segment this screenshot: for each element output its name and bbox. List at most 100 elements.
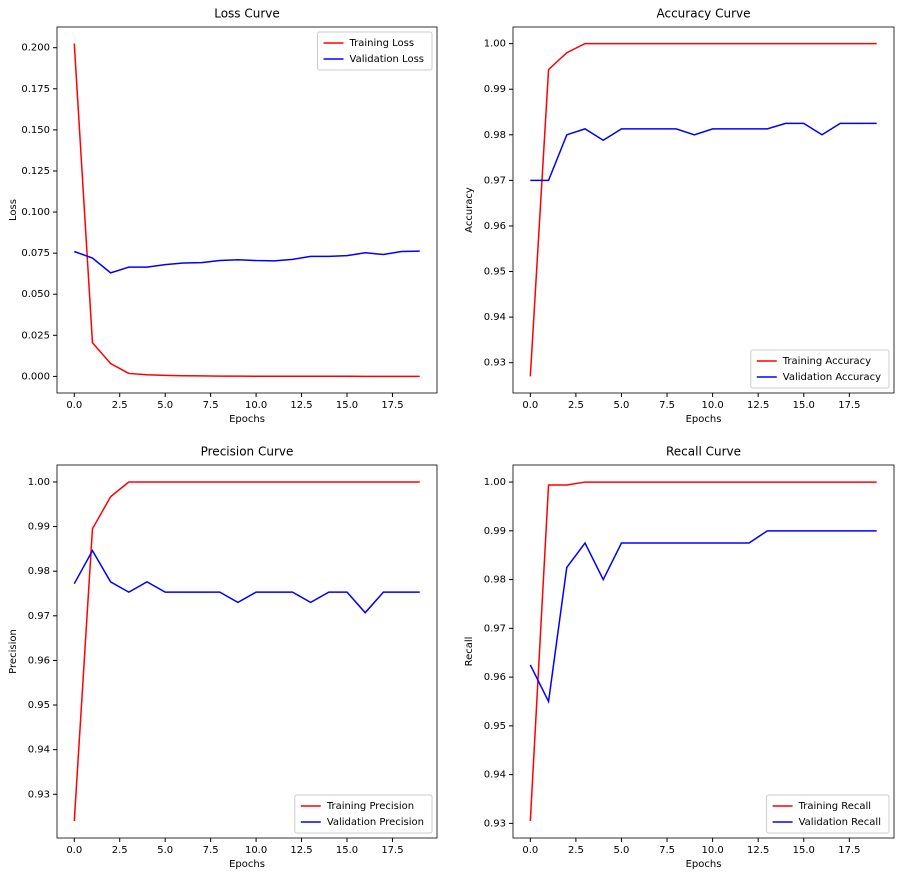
x-tick-label: 2.5	[112, 400, 128, 411]
y-tick-label: 0.99	[484, 526, 506, 537]
x-tick-label: 12.5	[747, 400, 769, 411]
x-tick-label: 2.5	[568, 400, 584, 411]
y-tick-label: 0.97	[484, 623, 506, 634]
series-line	[73, 549, 420, 614]
x-tick-label: 10.0	[701, 400, 723, 411]
legend-frame	[766, 794, 890, 834]
y-tick-label: 0.94	[484, 770, 506, 781]
x-axis-label: Epochs	[229, 414, 265, 425]
y-tick-label: 0.000	[21, 371, 50, 382]
legend-label: Validation Loss	[350, 54, 425, 65]
subplot: Recall Curve 0.0 2.5 5.0 7.5 10.0 12.5 15.0 17.5…	[464, 445, 895, 870]
x-axis-label: Epochs	[229, 859, 265, 870]
x-tick-label: 12.5	[290, 845, 312, 856]
x-tick-label: 0.0	[522, 400, 538, 411]
y-tick-label: 0.025	[21, 330, 50, 341]
y-tick-label: 0.96	[484, 221, 506, 232]
x-tick-label: 7.5	[659, 400, 675, 411]
series-line	[74, 250, 420, 274]
x-tick-label: 12.5	[290, 400, 312, 411]
y-tick-label: 0.94	[28, 745, 50, 756]
x-tick-label: 15.0	[336, 845, 358, 856]
y-tick-label: 0.050	[21, 289, 50, 300]
y-tick-label: 0.93	[484, 358, 506, 369]
y-axis-label: Accuracy	[464, 187, 475, 233]
y-tick-label: 0.96	[28, 655, 50, 666]
y-tick-label: 0.125	[21, 166, 50, 177]
x-axis-label: Epochs	[686, 414, 722, 425]
x-tick-label: 10.0	[245, 400, 267, 411]
y-tick-label: 0.98	[28, 566, 50, 577]
legend: Training Loss Validation Loss	[317, 31, 433, 71]
x-tick-label: 2.5	[568, 845, 584, 856]
series-line	[529, 481, 877, 821]
x-tick-label: 2.5	[112, 845, 128, 856]
series-line	[529, 530, 877, 704]
y-tick-label: 0.200	[21, 43, 50, 54]
legend-label: Training Recall	[798, 801, 871, 812]
x-tick-label: 5.0	[157, 845, 173, 856]
x-tick-label: 15.0	[793, 400, 815, 411]
y-tick-label: 0.96	[484, 672, 506, 683]
y-tick-label: 0.100	[21, 207, 50, 218]
x-tick-label: 7.5	[203, 845, 219, 856]
legend: Training Accuracy Validation Accuracy	[750, 349, 890, 389]
legend-label: Validation Recall	[799, 817, 881, 828]
y-tick-label: 0.98	[484, 130, 506, 141]
y-tick-label: 0.075	[21, 248, 50, 259]
y-tick-label: 0.95	[484, 721, 506, 732]
series-line	[73, 43, 420, 378]
legend-label: Training Precision	[326, 801, 414, 812]
series-line	[73, 481, 420, 822]
legend-label: Training Accuracy	[782, 356, 871, 367]
x-axis-label: Epochs	[686, 859, 722, 870]
y-axis-label: Loss	[8, 199, 19, 221]
series-line	[529, 42, 877, 377]
axes-frame	[56, 26, 438, 394]
x-tick-label: 17.5	[838, 400, 860, 411]
y-tick-label: 0.93	[28, 789, 50, 800]
series-line	[530, 122, 877, 182]
y-tick-label: 0.93	[484, 818, 506, 829]
y-tick-label: 0.99	[484, 84, 506, 95]
y-axis-label: Precision	[8, 629, 19, 674]
legend: Training Precision Validation Precision	[294, 794, 433, 834]
y-tick-label: 0.150	[21, 125, 50, 136]
x-tick-label: 0.0	[66, 845, 82, 856]
subplot-title: Precision Curve	[201, 445, 294, 459]
x-tick-label: 17.5	[381, 845, 403, 856]
y-tick-label: 0.94	[484, 312, 506, 323]
legend-label: Validation Precision	[327, 817, 424, 828]
y-tick-label: 1.00	[484, 39, 506, 50]
y-tick-label: 0.97	[28, 611, 50, 622]
legend-frame	[294, 794, 433, 834]
y-tick-label: 0.98	[484, 575, 506, 586]
x-tick-label: 7.5	[659, 845, 675, 856]
x-tick-label: 15.0	[793, 845, 815, 856]
y-axis-label: Recall	[464, 637, 475, 667]
axes-frame	[512, 26, 895, 394]
x-tick-label: 5.0	[614, 845, 630, 856]
y-tick-label: 0.99	[28, 522, 50, 533]
legend-frame	[750, 349, 890, 389]
legend-label: Validation Accuracy	[783, 372, 881, 383]
x-tick-label: 17.5	[381, 400, 403, 411]
legend: Training Recall Validation Recall	[766, 794, 890, 834]
subplot: Loss Curve 0.0 2.5 5.0 7.5 10.0 12.5 15.0 17.5 0.…	[8, 7, 438, 425]
x-tick-label: 7.5	[203, 400, 219, 411]
x-tick-label: 5.0	[157, 400, 173, 411]
y-tick-label: 0.95	[484, 267, 506, 278]
y-tick-label: 0.97	[484, 175, 506, 186]
x-tick-label: 0.0	[522, 845, 538, 856]
x-tick-label: 0.0	[66, 400, 82, 411]
y-tick-label: 0.95	[28, 700, 50, 711]
subplot-title: Recall Curve	[666, 445, 741, 459]
x-tick-label: 15.0	[336, 400, 358, 411]
legend-label: Training Loss	[349, 38, 415, 49]
y-tick-label: 1.00	[484, 477, 506, 488]
y-tick-label: 1.00	[28, 477, 50, 488]
x-tick-label: 17.5	[838, 845, 860, 856]
x-tick-label: 12.5	[747, 845, 769, 856]
